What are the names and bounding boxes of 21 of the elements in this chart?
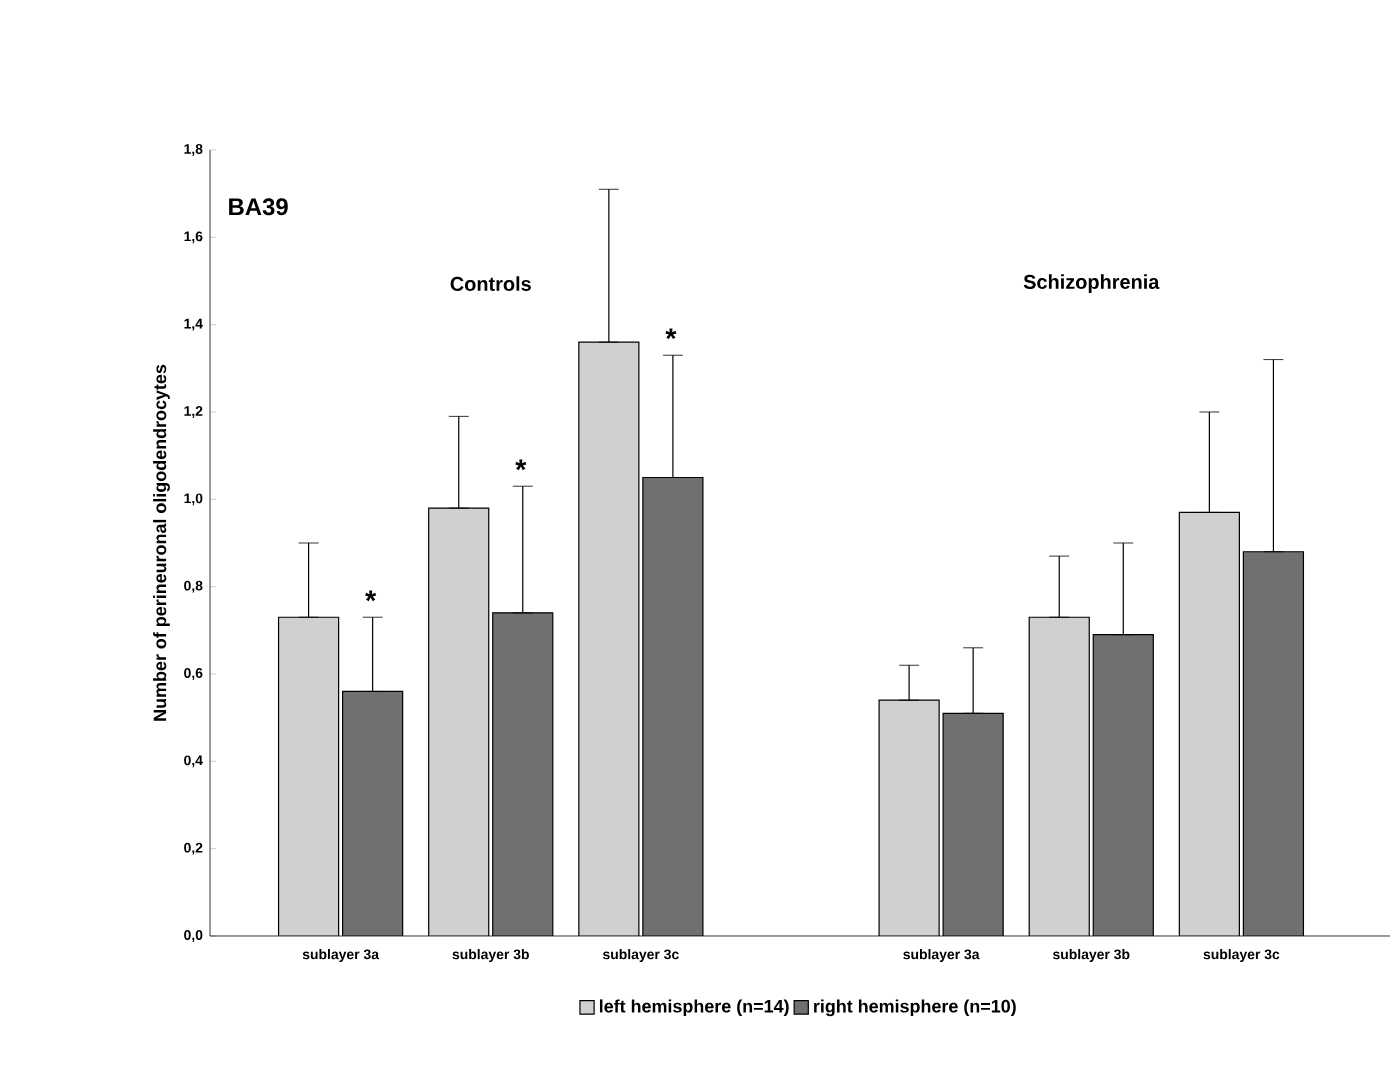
bar	[1178, 511, 1240, 936]
bar	[1242, 551, 1305, 936]
bar	[578, 342, 639, 936]
annotation: Schizophrenia	[1023, 274, 1160, 293]
bar	[879, 700, 940, 936]
annotation: *	[365, 590, 377, 602]
text: BA39	[229, 198, 288, 216]
bar	[342, 691, 403, 936]
annotation: *	[665, 328, 677, 340]
bar	[1093, 634, 1154, 936]
legend-label: left hemisphere (n=14)	[599, 999, 789, 1017]
annotation: Controls	[450, 276, 531, 291]
bar	[1029, 617, 1090, 936]
bar	[642, 477, 703, 936]
bar	[492, 612, 553, 936]
bar	[943, 713, 1004, 936]
legend-label: right hemisphere (n=10)	[814, 999, 1016, 1017]
bar	[278, 617, 339, 936]
bar	[428, 508, 489, 936]
y-axis-title: Number of perineuronal oligodendrocytes	[153, 364, 170, 721]
annotation: *	[515, 459, 527, 471]
